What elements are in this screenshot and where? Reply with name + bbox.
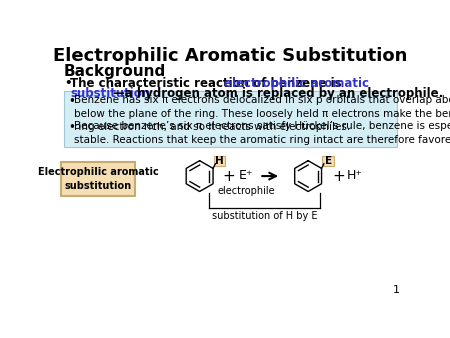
Text: Electrophilic aromatic
substitution: Electrophilic aromatic substitution: [38, 167, 158, 191]
Text: —a hydrogen atom is replaced by an electrophile.: —a hydrogen atom is replaced by an elect…: [113, 87, 443, 100]
Text: Background: Background: [64, 64, 166, 79]
FancyBboxPatch shape: [61, 162, 135, 196]
Text: electrophile: electrophile: [217, 186, 275, 196]
Text: substitution of H by E: substitution of H by E: [212, 211, 317, 221]
Text: 1: 1: [392, 285, 400, 295]
Text: Because benzene’s six π electrons satisfy Hückel’s rule, benzene is especially
s: Because benzene’s six π electrons satisf…: [74, 121, 450, 145]
Text: H⁺: H⁺: [346, 169, 363, 182]
Text: electrophilic aromatic: electrophilic aromatic: [224, 77, 369, 90]
Text: •: •: [69, 95, 76, 108]
FancyBboxPatch shape: [64, 91, 397, 147]
Text: E: E: [324, 156, 332, 166]
Text: Electrophilic Aromatic Substitution: Electrophilic Aromatic Substitution: [54, 47, 408, 65]
Text: +: +: [222, 169, 235, 184]
FancyBboxPatch shape: [214, 156, 225, 166]
Text: Benzene has six π electrons delocalized in six p orbitals that overlap above and: Benzene has six π electrons delocalized …: [74, 95, 450, 132]
Text: •: •: [69, 121, 76, 135]
Text: +: +: [333, 169, 346, 184]
Text: H: H: [215, 156, 224, 166]
FancyBboxPatch shape: [322, 156, 334, 166]
Text: The characteristic reaction of benzene is: The characteristic reaction of benzene i…: [70, 77, 346, 90]
Text: E⁺: E⁺: [239, 169, 253, 182]
Text: •: •: [64, 77, 72, 90]
Text: substitution: substitution: [70, 87, 150, 100]
